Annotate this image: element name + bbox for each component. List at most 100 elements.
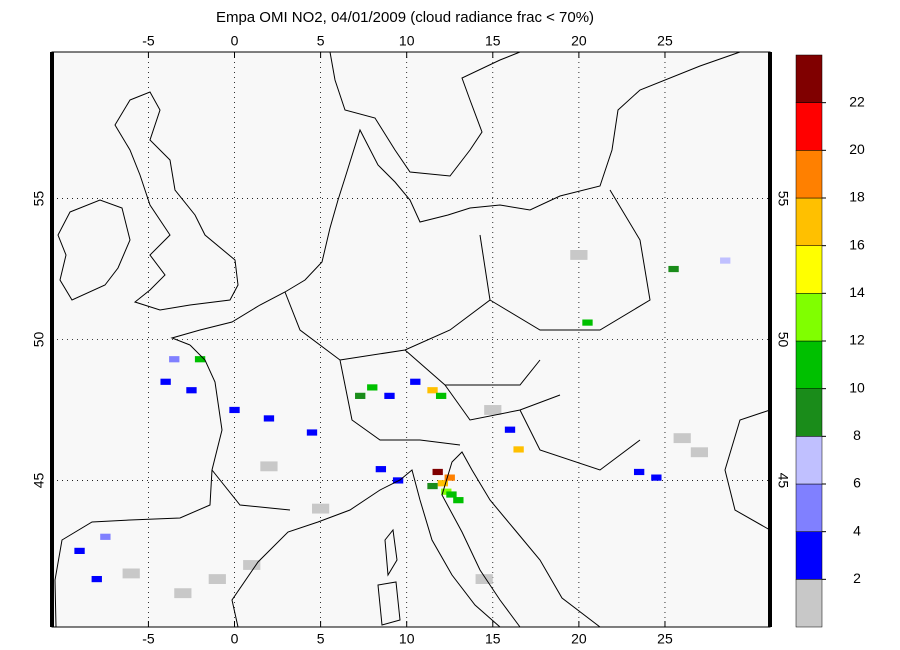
colorbar: 2 4 6 8 10 12 14 16 18 20 22 xyxy=(795,54,865,628)
colorbar-tick-label: 12 xyxy=(849,332,865,348)
x-tick-label: -5 xyxy=(142,631,155,647)
no2-cells xyxy=(74,250,731,599)
no2-cell xyxy=(582,319,593,326)
colorbar-segment xyxy=(795,388,823,437)
no2-cell xyxy=(367,384,378,391)
colorbar-tick-label: 4 xyxy=(853,522,861,538)
no2-cell xyxy=(243,560,261,570)
no2-cell xyxy=(673,433,691,444)
colorbar-segment xyxy=(795,245,823,294)
no2-cell xyxy=(513,446,524,453)
colorbar-segment xyxy=(795,197,823,246)
atlantic-coast xyxy=(54,344,223,628)
no2-cell xyxy=(690,447,709,458)
y-tick-label: 50 xyxy=(31,332,47,348)
frame-left-edge xyxy=(50,52,54,627)
no2-cell xyxy=(444,474,455,481)
x-tick-label: 20 xyxy=(571,33,587,49)
no2-cell xyxy=(410,378,421,385)
x-tick-label: 10 xyxy=(399,33,415,49)
no2-cell xyxy=(484,405,502,415)
no2-cell xyxy=(229,406,240,414)
colorbar-tick-label: 8 xyxy=(853,427,861,443)
x-tick-label: 10 xyxy=(399,631,415,647)
no2-cell xyxy=(446,491,457,498)
x-tick-label: 20 xyxy=(571,631,587,647)
scandinavia xyxy=(329,51,521,177)
no2-cell xyxy=(435,392,447,399)
no2-cell xyxy=(100,533,111,540)
x-tick-label: 15 xyxy=(485,631,501,647)
colorbar-segment xyxy=(795,531,823,580)
no2-cell xyxy=(169,356,180,363)
y-tick-label: 45 xyxy=(31,472,47,488)
x-tick-label: 5 xyxy=(317,631,325,647)
colorbar-segment xyxy=(795,340,823,389)
x-tick-label: 5 xyxy=(317,33,325,49)
no2-cell xyxy=(91,575,102,583)
frame-right-edge xyxy=(768,52,772,627)
no2-cell xyxy=(651,474,662,481)
x-tick-label: 0 xyxy=(231,33,239,49)
colorbar-segment xyxy=(795,54,823,103)
no2-cell xyxy=(384,392,395,399)
colorbar-segment xyxy=(795,102,823,151)
no2-cell xyxy=(375,466,387,473)
no2-cell xyxy=(194,356,206,363)
y-tick-label: 55 xyxy=(775,191,791,207)
grid xyxy=(52,52,770,627)
colorbar-tick-label: 6 xyxy=(853,475,861,491)
no2-cell xyxy=(633,468,645,476)
colorbar-tick-label: 22 xyxy=(849,93,865,109)
no2-cell xyxy=(720,257,731,264)
no2-cell xyxy=(570,250,588,260)
no2-cell xyxy=(160,378,171,385)
no2-cell xyxy=(74,547,85,554)
colorbar-segment xyxy=(795,579,823,628)
no2-cell xyxy=(504,426,516,433)
colorbar-tick-label: 14 xyxy=(849,284,865,300)
coastlines xyxy=(54,51,771,628)
no2-cell xyxy=(186,387,197,394)
great-britain xyxy=(114,91,239,311)
colorbar-segment xyxy=(795,483,823,532)
no2-cell xyxy=(355,392,366,399)
no2-cell xyxy=(208,574,226,585)
colorbar-tick-label: 18 xyxy=(849,189,865,205)
no2-cell xyxy=(122,568,140,579)
x-tick-label: 0 xyxy=(231,631,239,647)
colorbar-segment xyxy=(795,293,823,342)
no2-cell xyxy=(432,468,443,476)
no2-cell xyxy=(260,461,278,472)
adriatic-coast xyxy=(441,451,601,628)
y-tick-label: 50 xyxy=(775,332,791,348)
no2-cell xyxy=(668,265,679,273)
ireland xyxy=(57,199,131,301)
y-tick-label: 55 xyxy=(31,191,47,207)
x-tick-label: 25 xyxy=(657,33,673,49)
no2-cell xyxy=(263,415,275,422)
map-area xyxy=(52,52,770,627)
no2-cell xyxy=(437,480,449,487)
no2-cell xyxy=(453,497,464,504)
no2-cell xyxy=(174,588,192,599)
no2-cell xyxy=(427,482,438,490)
colorbar-tick-label: 16 xyxy=(849,236,865,252)
borders xyxy=(211,189,651,511)
x-tick-label: 15 xyxy=(485,33,501,49)
no2-cell xyxy=(311,503,330,514)
colorbar-tick-label: 2 xyxy=(853,570,861,586)
y-tick-label: 45 xyxy=(775,473,791,489)
no2-cell xyxy=(475,574,493,585)
no2-cell xyxy=(427,387,438,394)
x-tick-label: 25 xyxy=(657,631,673,647)
continent-north xyxy=(170,51,741,346)
colorbar-segment xyxy=(795,436,823,485)
corsica-sardinia xyxy=(377,528,401,626)
mediterranean-coast xyxy=(231,469,501,628)
x-tick-label: -5 xyxy=(142,33,155,49)
colorbar-tick-label: 10 xyxy=(849,379,865,395)
no2-cell xyxy=(306,429,318,436)
